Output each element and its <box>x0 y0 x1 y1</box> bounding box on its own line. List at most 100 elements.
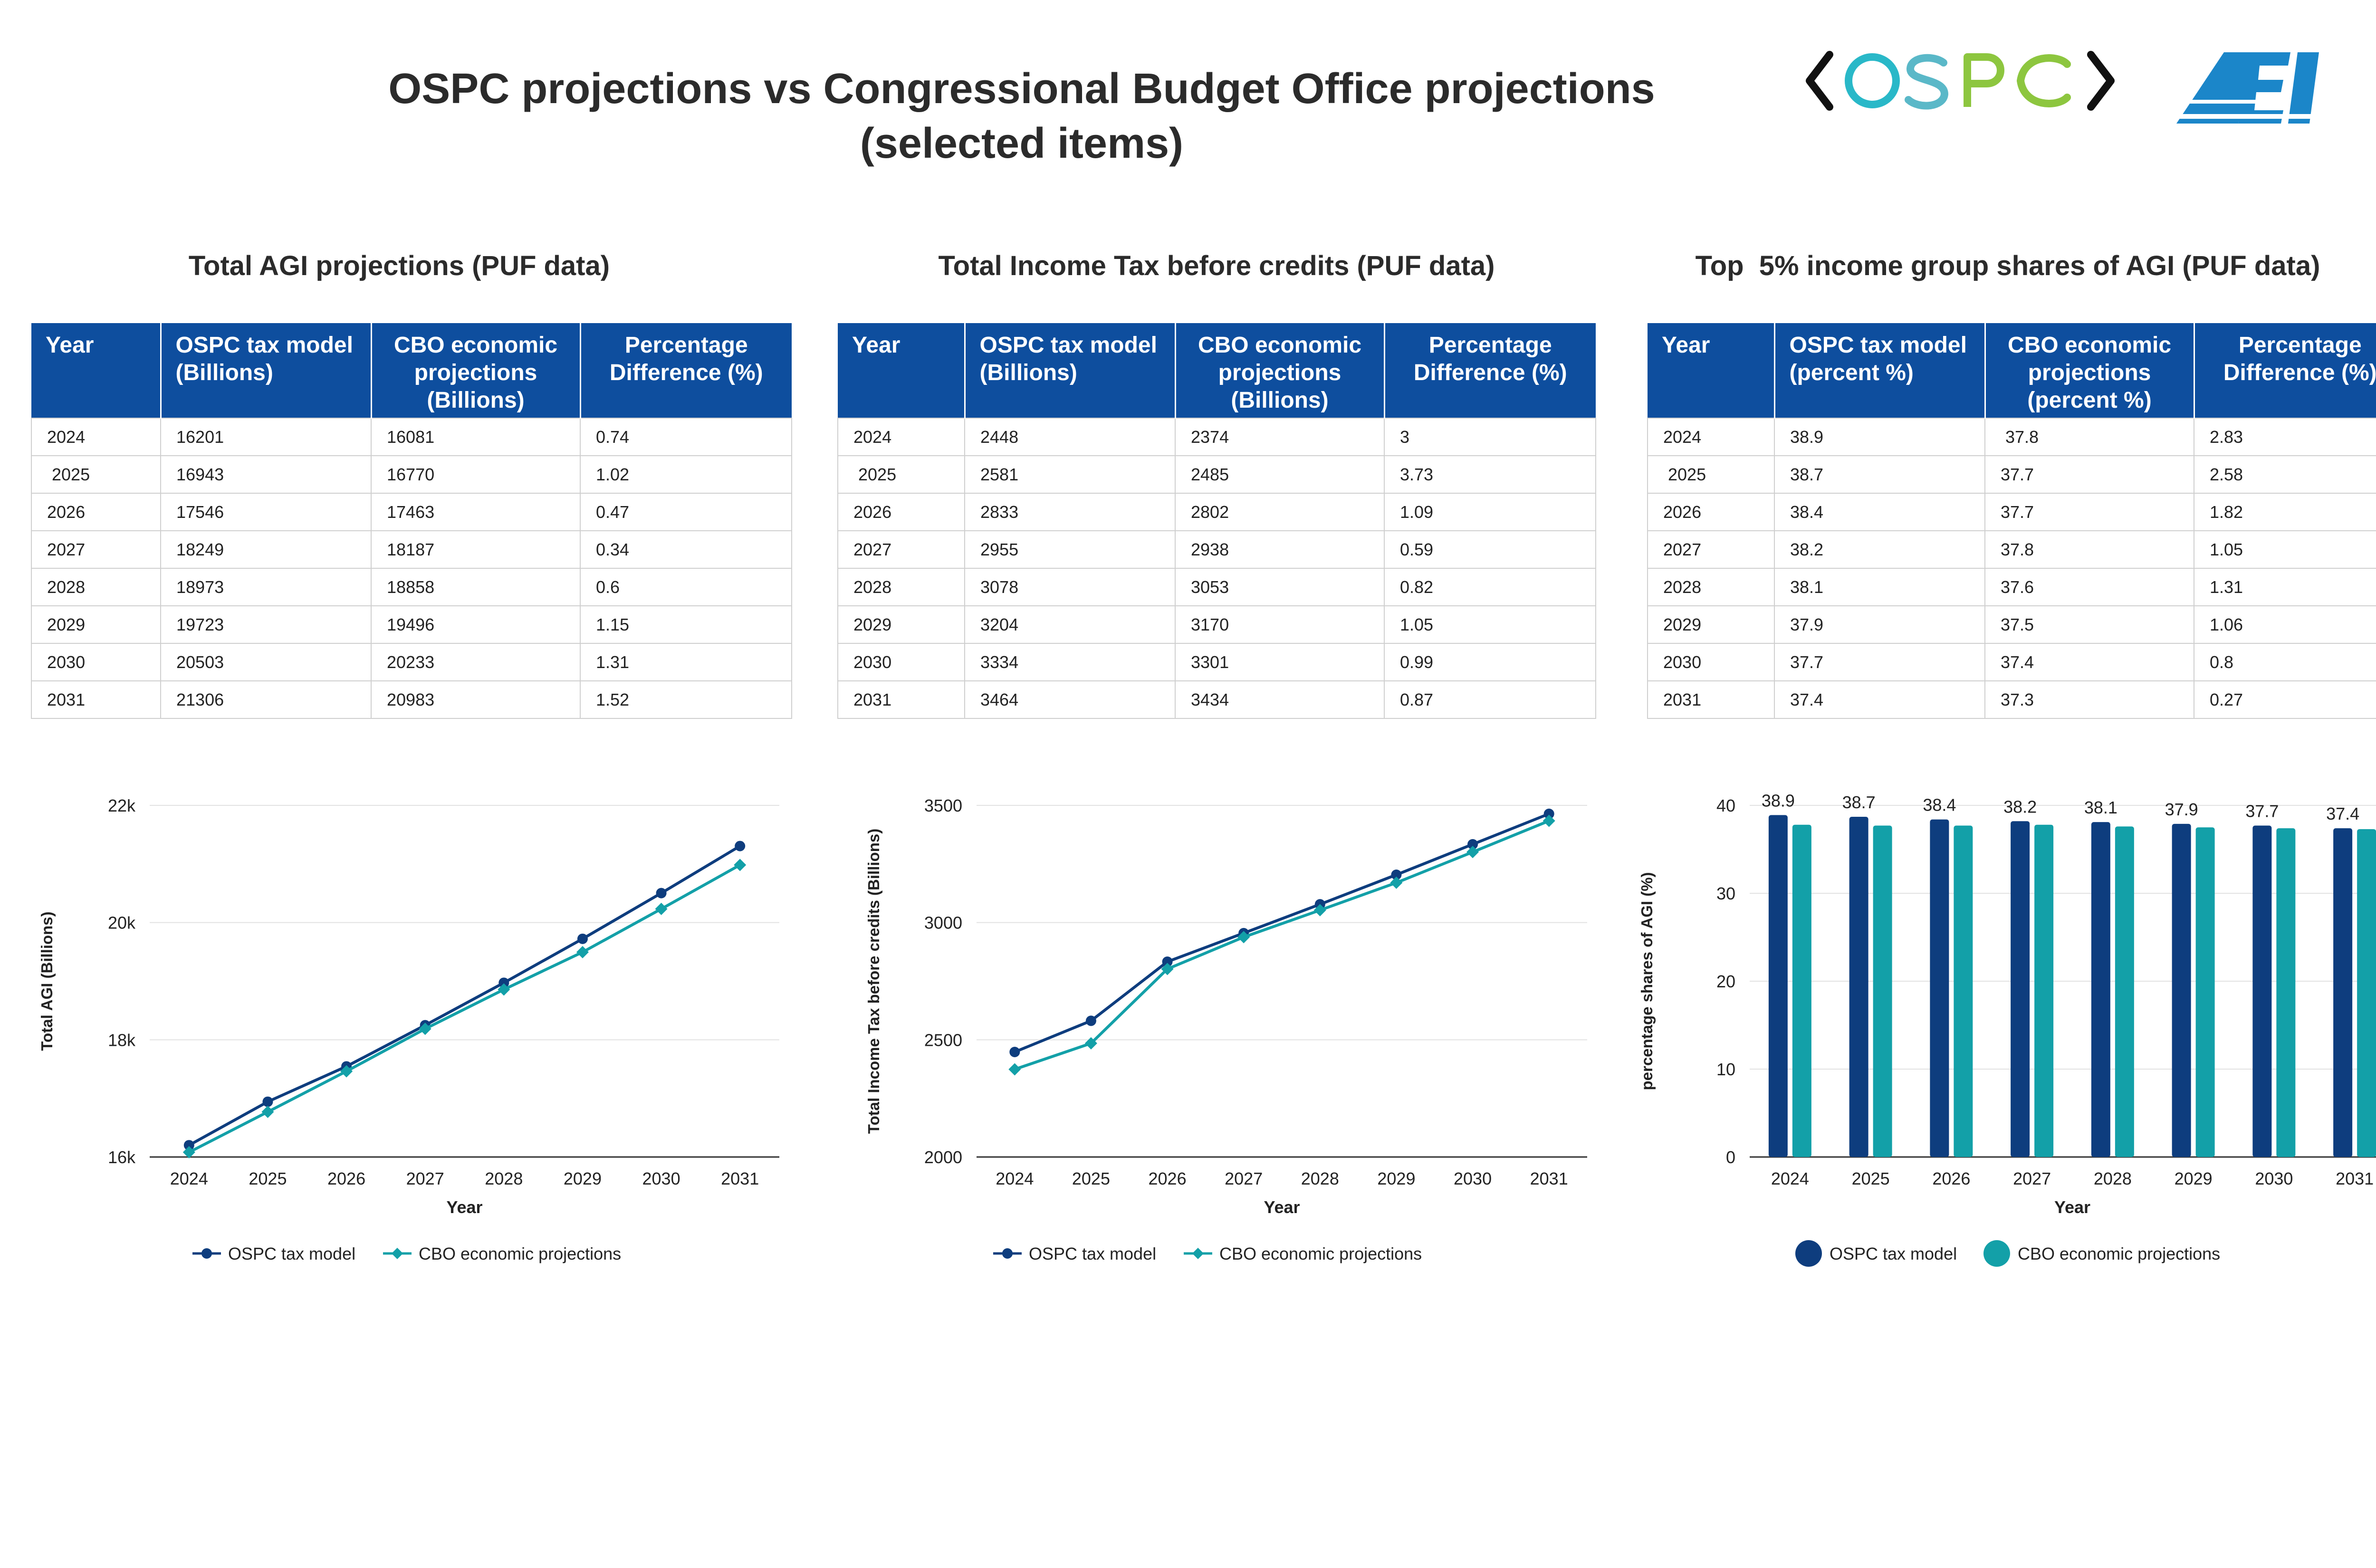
top5-table: Year OSPC tax model (percent %) CBO econ… <box>1647 323 2376 719</box>
x-tick-label: 2024 <box>170 1169 208 1188</box>
cell-ospc: 2955 <box>964 530 1176 569</box>
legend-label-cbo: CBO economic projections <box>2018 1244 2220 1263</box>
y-axis-title: Total AGI (Billions) <box>38 911 56 1051</box>
table-row: 2027 18249 18187 0.34 <box>31 530 792 569</box>
aei-logo-mark <box>2172 52 2319 124</box>
table-row: 2028 18973 18858 0.6 <box>31 568 792 606</box>
table-row: 2029 37.9 37.5 1.06 <box>1647 605 2376 644</box>
bar-cbo <box>2357 829 2376 1157</box>
series-line-ospc <box>1014 812 1550 1053</box>
section-title-top5: Top 5% income group shares of AGI (PUF d… <box>1695 250 2320 281</box>
cell-cbo: 37.7 <box>1984 455 2194 494</box>
legend-swatch-ospc <box>1795 1240 1822 1267</box>
y-axis-title: percentage shares of AGI (%) <box>1638 872 1656 1090</box>
x-tick-label: 2029 <box>1377 1169 1415 1188</box>
page-title-line-1: OSPC projections vs Congressional Budget… <box>388 65 1655 113</box>
data-point-cbo <box>655 902 668 915</box>
table-row: 2031 3464 3434 0.87 <box>837 680 1596 719</box>
cell-ospc: 2448 <box>964 418 1176 456</box>
x-tick-label: 2030 <box>2255 1169 2293 1188</box>
cell-ospc: 16943 <box>160 455 372 494</box>
bar-ospc <box>1768 815 1788 1157</box>
cell-ospc: 2833 <box>964 493 1176 531</box>
data-point-ospc <box>262 1096 273 1107</box>
x-tick-label: 2028 <box>1301 1169 1339 1188</box>
section-title-income-tax: Total Income Tax before credits (PUF dat… <box>938 250 1495 281</box>
cell-pct-diff: 1.06 <box>2194 605 2376 644</box>
data-point-ospc <box>1543 808 1554 819</box>
cell-pct-diff: 0.27 <box>2194 680 2376 719</box>
x-tick-label: 2030 <box>642 1169 680 1188</box>
cell-year: 2030 <box>837 643 965 681</box>
x-tick-label: 2028 <box>2094 1169 2132 1188</box>
cell-ospc: 17546 <box>160 493 372 531</box>
cell-pct-diff: 3 <box>1384 418 1596 456</box>
y-axis-title: Total Income Tax before credits (Billion… <box>865 829 882 1134</box>
cell-year: 2031 <box>1647 680 1775 719</box>
header-cbo: CBO economic projections (Billions) <box>1175 323 1385 418</box>
table-row: 2028 3078 3053 0.82 <box>837 568 1596 606</box>
cell-ospc: 3464 <box>964 680 1176 719</box>
table-row: 2026 38.4 37.7 1.82 <box>1647 493 2376 531</box>
data-point-ospc <box>1162 956 1173 967</box>
data-point-cbo <box>1466 846 1479 859</box>
cell-cbo: 16770 <box>371 455 581 494</box>
table-row: 2024 38.9 37.8 2.83 <box>1647 418 2376 456</box>
cell-cbo: 19496 <box>371 605 581 644</box>
agi-table: Year OSPC tax model (Billions) CBO econo… <box>31 323 792 719</box>
cell-year: 2024 <box>31 418 161 456</box>
y-tick-label: 30 <box>1716 884 1735 903</box>
header-ospc: OSPC tax model (Billions) <box>965 323 1176 418</box>
table-row: 2031 37.4 37.3 0.27 <box>1647 680 2376 719</box>
cell-cbo: 2485 <box>1175 455 1385 494</box>
y-tick-label: 10 <box>1716 1060 1735 1079</box>
cell-pct-diff: 0.8 <box>2194 643 2376 681</box>
cell-pct-diff: 1.52 <box>580 680 792 719</box>
cell-ospc: 38.4 <box>1774 493 1985 531</box>
cell-year: 2030 <box>1647 643 1775 681</box>
cell-pct-diff: 1.15 <box>580 605 792 644</box>
data-point-ospc <box>1009 1046 1020 1057</box>
cell-year: 2025 <box>837 455 965 494</box>
x-tick-label: 2031 <box>2336 1169 2374 1188</box>
bar-cbo <box>1873 825 1892 1157</box>
table-row: 2030 20503 20233 1.31 <box>31 643 792 681</box>
table-header-row: Year OSPC tax model (Billions) CBO econo… <box>31 323 792 418</box>
legend-marker-cbo <box>392 1248 403 1259</box>
cell-ospc: 2581 <box>964 455 1176 494</box>
data-label: 37.4 <box>2326 804 2359 823</box>
cell-cbo: 18187 <box>371 530 581 569</box>
agi-line-chart: 16k 18k 20k 22k 2024 2025 2026 2027 2028 2029 2030… <box>38 796 779 1263</box>
x-tick-label: 2027 <box>406 1169 444 1188</box>
y-tick-label: 40 <box>1716 796 1735 815</box>
x-tick-label: 2025 <box>1852 1169 1890 1188</box>
x-tick-label: 2031 <box>721 1169 759 1188</box>
data-label: 37.9 <box>2165 800 2198 819</box>
table-row: 2024 16201 16081 0.74 <box>31 418 792 456</box>
cell-cbo: 2374 <box>1175 418 1385 456</box>
data-label: 38.4 <box>1923 795 1956 815</box>
cell-pct-diff: 1.82 <box>2194 493 2376 531</box>
data-point-cbo <box>1161 963 1174 975</box>
cell-cbo: 37.4 <box>1984 643 2194 681</box>
cell-year: 2026 <box>1647 493 1775 531</box>
cell-cbo: 37.6 <box>1984 568 2194 606</box>
header-pct-diff: Percentage Difference (%) <box>1384 323 1596 418</box>
data-label: 38.1 <box>2084 798 2117 817</box>
y-tick-label: 20 <box>1716 972 1735 991</box>
bar-ospc <box>1849 817 1868 1157</box>
cell-cbo: 37.5 <box>1984 605 2194 644</box>
header-year: Year <box>838 323 966 418</box>
y-tick-label: 2500 <box>924 1030 962 1050</box>
cell-year: 2029 <box>31 605 161 644</box>
section-title-agi: Total AGI projections (PUF data) <box>188 250 610 281</box>
cell-year: 2028 <box>1647 568 1775 606</box>
x-tick-label: 2026 <box>327 1169 365 1188</box>
x-tick-label: 2027 <box>1225 1169 1263 1188</box>
table-row: 2026 2833 2802 1.09 <box>837 493 1596 531</box>
data-point-cbo <box>1313 904 1326 917</box>
cell-cbo: 3053 <box>1175 568 1385 606</box>
header-year: Year <box>31 323 162 418</box>
data-point-cbo <box>261 1106 274 1119</box>
